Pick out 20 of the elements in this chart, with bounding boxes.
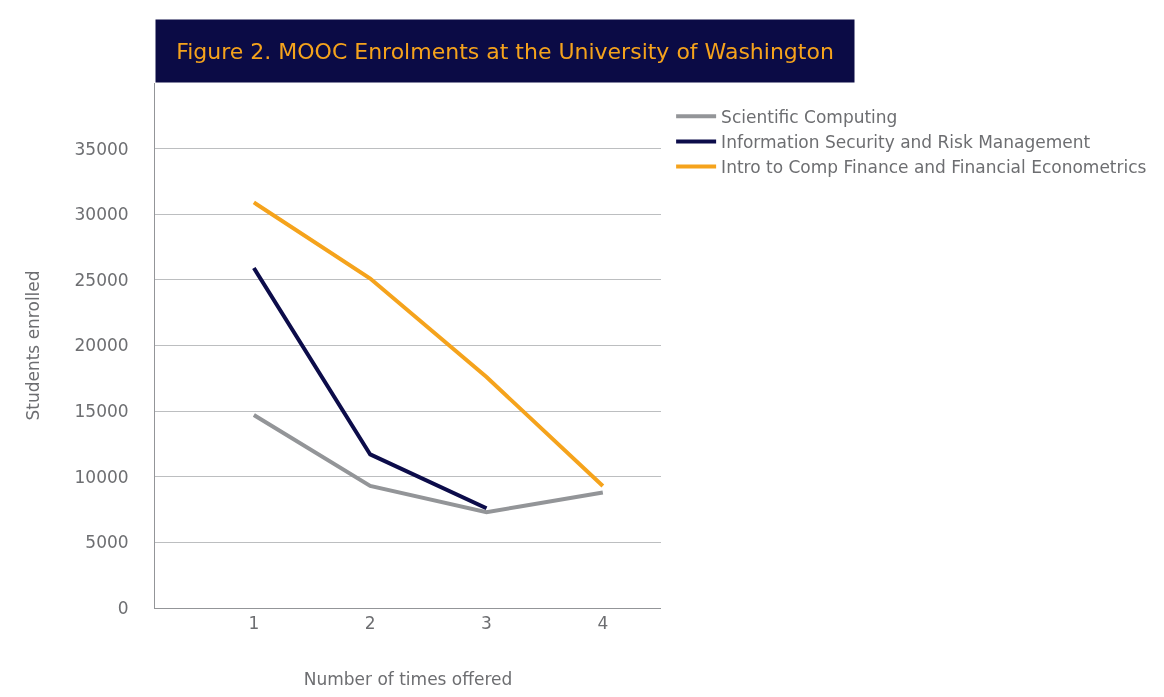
y-tick-label: 20000: [74, 335, 129, 356]
x-tick-label: 1: [248, 613, 260, 634]
y-axis-title: Students enrolled: [23, 270, 44, 421]
legend-label: Intro to Comp Finance and Financial Econometrics: [721, 157, 1147, 178]
x-tick-label: 4: [597, 613, 609, 634]
y-tick-label: 30000: [74, 204, 129, 225]
line-series: [251, 413, 605, 515]
y-tick-label: 10000: [74, 466, 129, 487]
x-tick-label: 2: [364, 613, 376, 634]
x-axis-title: Number of times offered: [303, 668, 513, 689]
y-tick-label: 15000: [74, 401, 129, 422]
legend-label: Scientific Computing: [721, 106, 898, 127]
legend-label: Information Security and Risk Management: [721, 132, 1091, 153]
x-tick-label: 3: [481, 613, 492, 634]
y-tick-label: 0: [117, 597, 129, 618]
y-tick-label: 35000: [74, 138, 129, 159]
y-tick-label: 25000: [74, 269, 129, 290]
line-series: [251, 200, 605, 488]
y-tick-label: 5000: [85, 532, 129, 553]
chart-title: Figure 2. MOOC Enrolments at the University of Washington: [176, 38, 834, 64]
